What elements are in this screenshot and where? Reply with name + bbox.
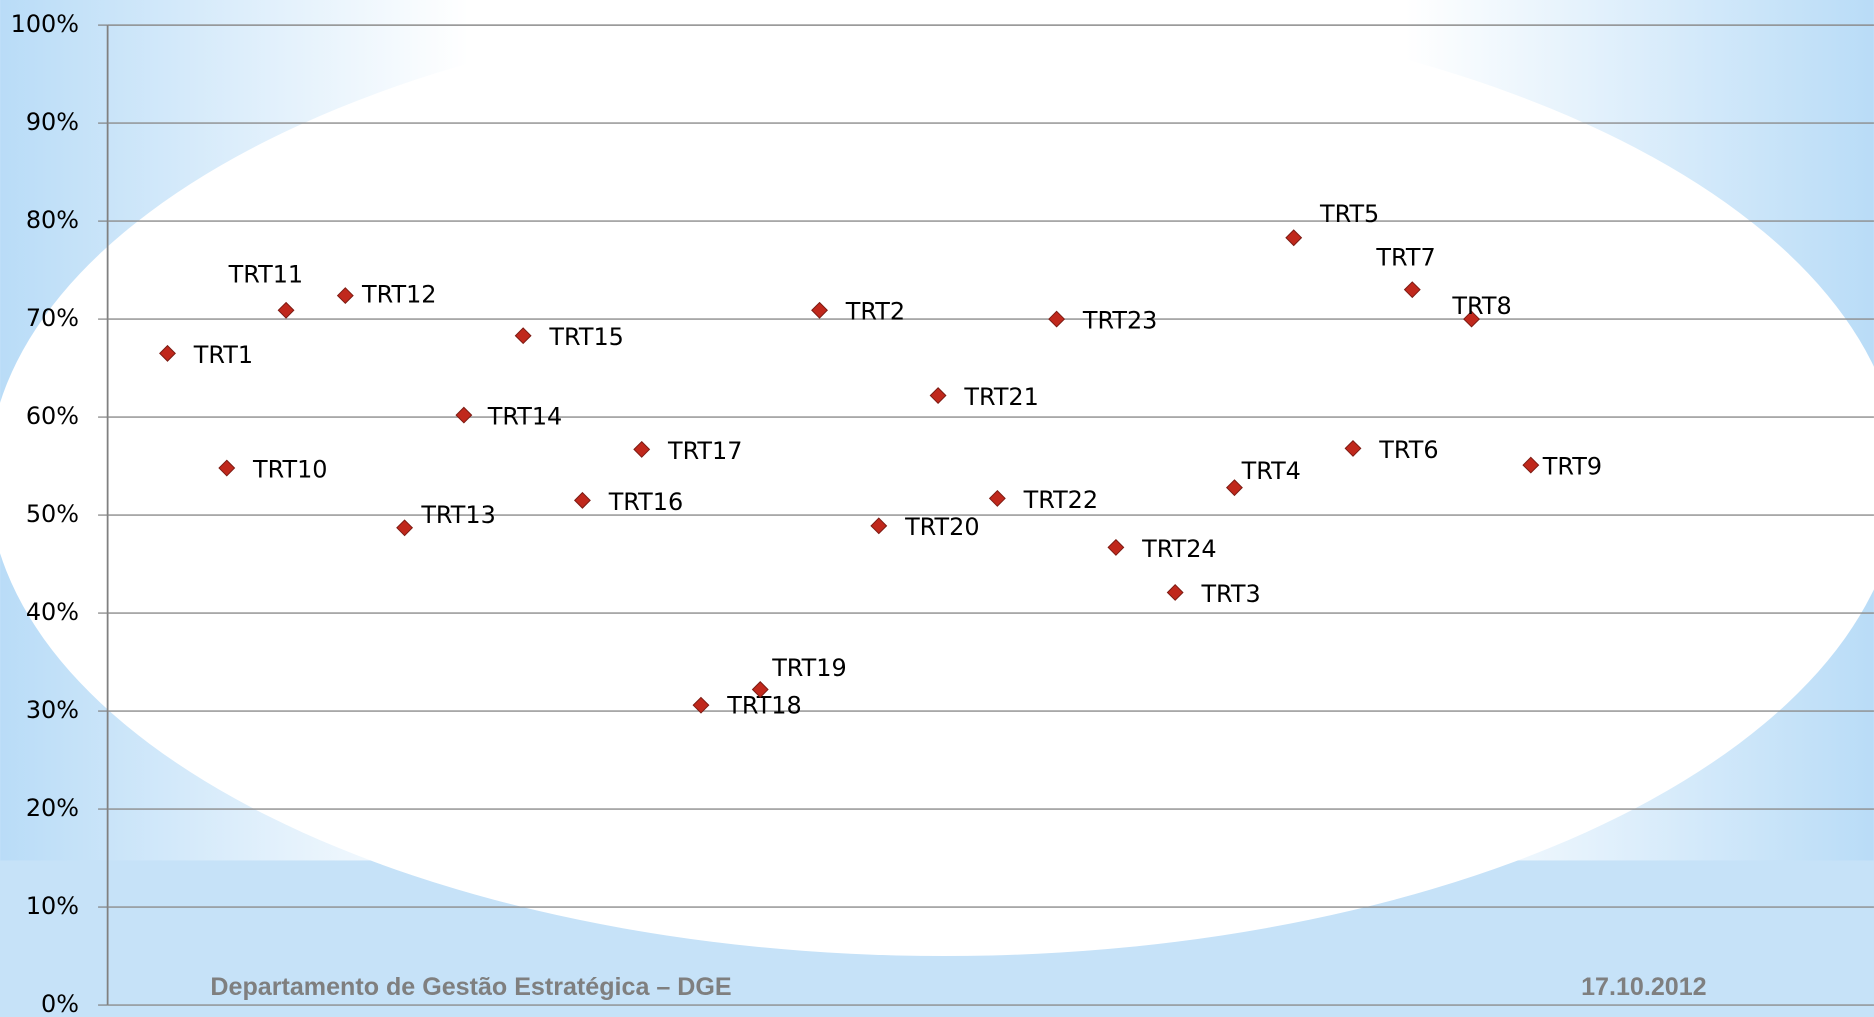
point <box>455 406 473 424</box>
point <box>692 696 710 714</box>
point-label: TRT8 <box>1451 292 1511 320</box>
y-tick-label: 100% <box>11 10 79 38</box>
point-label: TRT1 <box>193 341 253 369</box>
y-tick-label: 80% <box>26 206 79 234</box>
point-label: TRT18 <box>726 691 801 719</box>
point-label: TRT23 <box>1082 306 1157 334</box>
point <box>573 491 591 509</box>
point <box>1344 439 1362 457</box>
point-label: TRT12 <box>361 281 436 309</box>
point-label: TRT9 <box>1542 452 1602 480</box>
point <box>751 681 769 698</box>
point <box>811 301 828 319</box>
point-label: TRT11 <box>228 261 303 289</box>
y-tick-label: 20% <box>26 794 79 822</box>
point <box>633 440 651 458</box>
point-label: TRT6 <box>1378 436 1438 464</box>
point <box>514 327 532 345</box>
point <box>218 459 236 477</box>
point <box>1107 538 1125 556</box>
point <box>1463 310 1480 328</box>
point <box>277 301 295 319</box>
point-label: TRT21 <box>963 383 1038 411</box>
point <box>336 287 354 305</box>
point <box>1403 281 1421 299</box>
point-label: TRT2 <box>845 298 905 326</box>
point <box>1522 456 1540 474</box>
footer-right: 17.10.2012 <box>1581 973 1707 1001</box>
point <box>929 387 947 404</box>
y-tick-label: 30% <box>26 696 79 724</box>
point-label: TRT22 <box>1023 486 1098 514</box>
point-label: TRT5 <box>1319 200 1379 228</box>
point-label: TRT7 <box>1375 244 1435 272</box>
point-label: TRT17 <box>667 437 742 465</box>
y-tick-label: 40% <box>26 598 79 626</box>
y-tick-label: 70% <box>26 304 79 332</box>
y-tick-label: 90% <box>26 108 79 136</box>
point-label: TRT24 <box>1141 535 1216 563</box>
point <box>1226 479 1243 497</box>
point-label: TRT20 <box>904 513 979 541</box>
point-label: TRT3 <box>1200 580 1260 608</box>
point-label: TRT4 <box>1241 457 1301 485</box>
point <box>1048 310 1066 328</box>
point-label: TRT15 <box>548 323 623 351</box>
y-tick-label: 10% <box>26 892 79 920</box>
point <box>1166 584 1184 601</box>
point-label: TRT10 <box>252 455 327 483</box>
point <box>870 517 888 535</box>
point <box>159 344 176 362</box>
point <box>988 489 1006 507</box>
point-label: TRT16 <box>608 488 683 516</box>
y-tick-label: 50% <box>26 500 79 528</box>
point-label: TRT13 <box>420 501 495 529</box>
y-tick-label: 0% <box>41 990 79 1017</box>
point-label: TRT19 <box>771 654 846 682</box>
point <box>396 519 414 537</box>
footer-left: Departamento de Gestão Estratégica – DGE <box>210 973 731 1001</box>
point <box>1285 229 1303 247</box>
background-ellipse <box>0 0 1874 956</box>
y-tick-label: 60% <box>26 402 79 430</box>
point-label: TRT14 <box>487 403 562 431</box>
